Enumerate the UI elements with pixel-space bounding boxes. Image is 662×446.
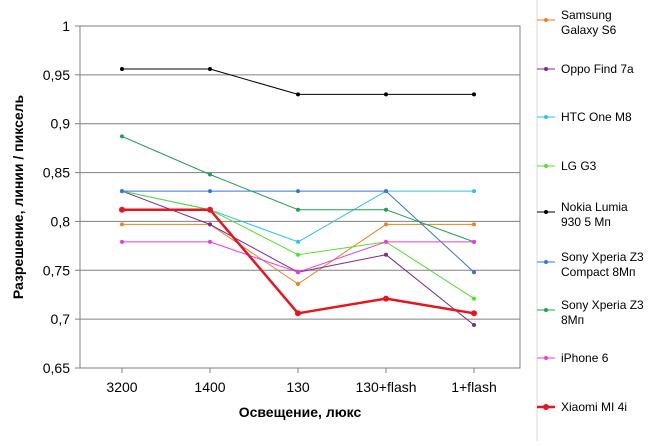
data-point	[472, 296, 476, 301]
data-point	[120, 134, 124, 139]
data-point	[296, 189, 300, 194]
legend-swatch-marker	[544, 67, 548, 71]
data-point	[207, 206, 213, 213]
data-point	[472, 270, 476, 275]
legend-label: 8Мп	[561, 313, 584, 327]
grid-lines	[75, 25, 520, 373]
data-point	[120, 239, 124, 244]
data-point	[384, 222, 388, 227]
data-point	[119, 206, 125, 213]
data-point	[296, 282, 300, 286]
y-tick-label: 1	[62, 18, 70, 34]
data-point	[120, 189, 124, 194]
legend-label: Sony Xperia Z3	[561, 298, 644, 312]
x-tick-labels: 3200 1400 130 130+flash 1+flash	[106, 379, 496, 395]
x-tick-label: 1400	[194, 379, 225, 395]
x-tick-label: 130	[286, 379, 310, 395]
legend-swatch-marker	[544, 164, 548, 168]
data-point	[472, 239, 476, 244]
data-point	[472, 222, 476, 227]
legend-label: Xiaomi MI 4i	[561, 400, 627, 414]
data-point	[472, 92, 476, 97]
data-point	[383, 295, 389, 302]
data-point	[208, 222, 212, 227]
y-tick-label: 0,9	[51, 116, 71, 132]
x-axis-title: Освещение, люкс	[239, 404, 362, 420]
data-point	[120, 67, 124, 71]
data-point	[471, 310, 477, 317]
data-point	[472, 323, 476, 327]
y-tick-label: 0,75	[43, 262, 70, 278]
legend-swatch-marker	[544, 308, 548, 312]
data-point	[120, 222, 124, 227]
data-point	[296, 252, 300, 257]
data-point	[296, 239, 300, 244]
legend-swatch-marker	[544, 18, 548, 22]
data-point	[296, 92, 300, 97]
x-tick-label: 130+flash	[355, 379, 416, 395]
x-tick-label: 1+flash	[451, 379, 497, 395]
data-point	[384, 239, 388, 244]
legend-label: iPhone 6	[561, 351, 609, 365]
data-point	[208, 239, 212, 244]
data-point	[208, 67, 212, 71]
data-point	[384, 92, 388, 97]
legend-label: Nokia Lumia	[561, 200, 628, 214]
y-tick-label: 0,95	[43, 67, 70, 83]
plot-area	[79, 25, 521, 369]
legend-label: LG G3	[561, 159, 597, 173]
series-lines	[119, 67, 477, 327]
legend-label: Galaxy S6	[561, 23, 617, 37]
legend-label: Oppo Find 7a	[561, 62, 634, 76]
data-point	[296, 207, 300, 212]
legend-swatch-marker	[544, 210, 548, 214]
legend-swatch-marker	[544, 260, 548, 264]
data-point	[384, 189, 388, 194]
legend-label: 930 5 Мп	[561, 215, 611, 229]
y-tick-label: 0,8	[51, 213, 71, 229]
legend-label: Sony Xperia Z3	[561, 250, 644, 264]
y-tick-labels: 0,65 0,7 0,75 0,8 0,85 0,9 0,95 1	[43, 18, 70, 376]
y-axis-title: Разрешение, линии / пиксель	[10, 94, 26, 299]
data-point	[384, 252, 388, 257]
data-point	[208, 189, 212, 194]
x-tick-label: 3200	[106, 379, 137, 395]
data-point	[296, 270, 300, 275]
legend-label: Compact 8Мп	[561, 265, 636, 279]
data-point	[384, 207, 388, 212]
legend-label: Samsung	[561, 8, 612, 22]
legend-swatch-marker	[544, 115, 548, 119]
y-tick-label: 0,85	[43, 165, 70, 181]
data-point	[472, 189, 476, 194]
data-point	[208, 172, 212, 177]
data-point	[295, 310, 301, 317]
y-tick-label: 0,65	[43, 360, 70, 376]
y-tick-label: 0,7	[51, 311, 71, 327]
legend-swatch-marker	[544, 356, 548, 360]
legend-swatch-marker	[543, 404, 549, 410]
legend-label: HTC One M8	[561, 110, 632, 124]
